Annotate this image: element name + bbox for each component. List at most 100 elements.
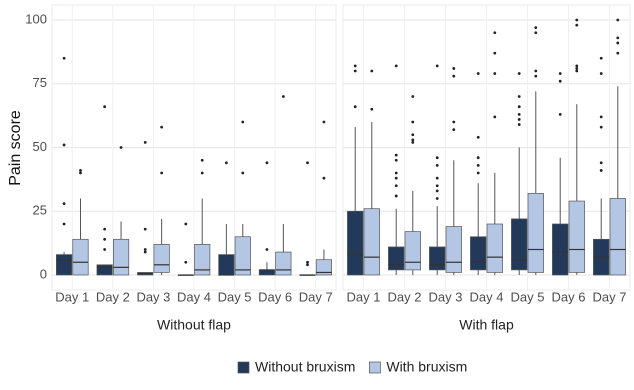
box [363,208,380,276]
x-tick-label: Day 4 [177,289,211,304]
outlier [143,250,147,254]
box [552,223,569,276]
outlier [493,72,497,75]
box [470,236,487,271]
outlier [370,69,374,73]
outlier [143,141,147,144]
box [404,231,421,271]
outlier [103,237,107,241]
legend-label: Without bruxism [255,359,355,375]
x-tick-label: Day 1 [55,289,89,304]
x-tick-label: Day 3 [429,289,463,304]
outlier [493,31,497,35]
outlier [62,143,66,147]
outlier [435,64,439,68]
outlier [558,112,562,116]
outlier [452,67,456,70]
x-tick-label: Day 7 [299,289,333,304]
outlier [103,105,107,109]
outlier [241,171,245,175]
x-tick-label: Day 5 [511,289,545,304]
outlier [616,41,620,45]
outlier [394,176,398,180]
x-axis-title: Without flap [157,317,231,333]
outlier [599,169,603,172]
outlier [476,135,480,139]
y-tick-label: 25 [33,203,47,218]
outlier [599,115,603,119]
x-tick-label: Day 2 [388,289,422,304]
outlier [435,189,439,193]
x-tick-label: Day 7 [593,289,627,304]
outlier [517,112,521,116]
outlier [184,260,188,264]
outlier [534,26,538,30]
outlier [119,146,123,149]
outlier [517,105,521,109]
outlier [558,72,562,75]
outlier [476,171,480,175]
outlier [322,176,326,180]
y-tick-label: 100 [25,11,47,26]
outlier [517,123,521,126]
box [96,264,113,276]
box [609,198,626,276]
outlier [200,171,204,175]
outlier [452,120,456,124]
box [486,223,503,273]
outlier [476,163,480,167]
outlier [452,128,456,132]
outlier [411,120,415,124]
x-tick-label: Day 6 [258,289,292,304]
y-tick-label: 75 [33,75,47,90]
x-tick-label: Day 4 [470,289,504,304]
outlier [370,107,374,111]
outlier [411,141,415,144]
outlier [476,72,480,75]
x-tick-label: Day 6 [552,289,586,304]
box [258,269,275,276]
outlier [575,23,579,27]
x-tick-label: Day 1 [347,289,381,304]
outlier [306,161,309,165]
outlier [143,248,147,251]
outlier [411,138,415,142]
outlier [517,72,521,75]
outlier [62,202,66,206]
outlier [394,158,398,162]
outlier [103,248,107,251]
outlier [79,171,82,175]
outlier [534,74,538,78]
outlier [616,36,620,40]
box [527,193,544,273]
outlier [534,69,538,73]
outlier [411,133,415,137]
y-tick-label: 0 [40,266,47,281]
outlier [79,169,82,172]
y-axis-title: Pain score [7,110,24,186]
x-tick-label: Day 5 [218,289,252,304]
outlier [353,69,357,73]
outlier [394,194,398,198]
box [113,238,130,276]
outlier [435,176,439,180]
box [429,246,446,271]
box [388,246,405,271]
outlier [435,197,439,200]
outlier [411,95,415,98]
outlier [476,156,480,160]
outlier [394,171,398,175]
outlier [353,64,357,68]
box [234,236,251,276]
box [194,244,211,276]
outlier [62,222,66,226]
outlier [306,260,309,264]
outlier [517,118,521,121]
outlier [435,163,439,167]
legend-swatch [237,361,250,374]
outlier [322,120,326,124]
outlier [616,18,620,22]
legend-swatch [369,361,381,374]
box [72,238,89,276]
